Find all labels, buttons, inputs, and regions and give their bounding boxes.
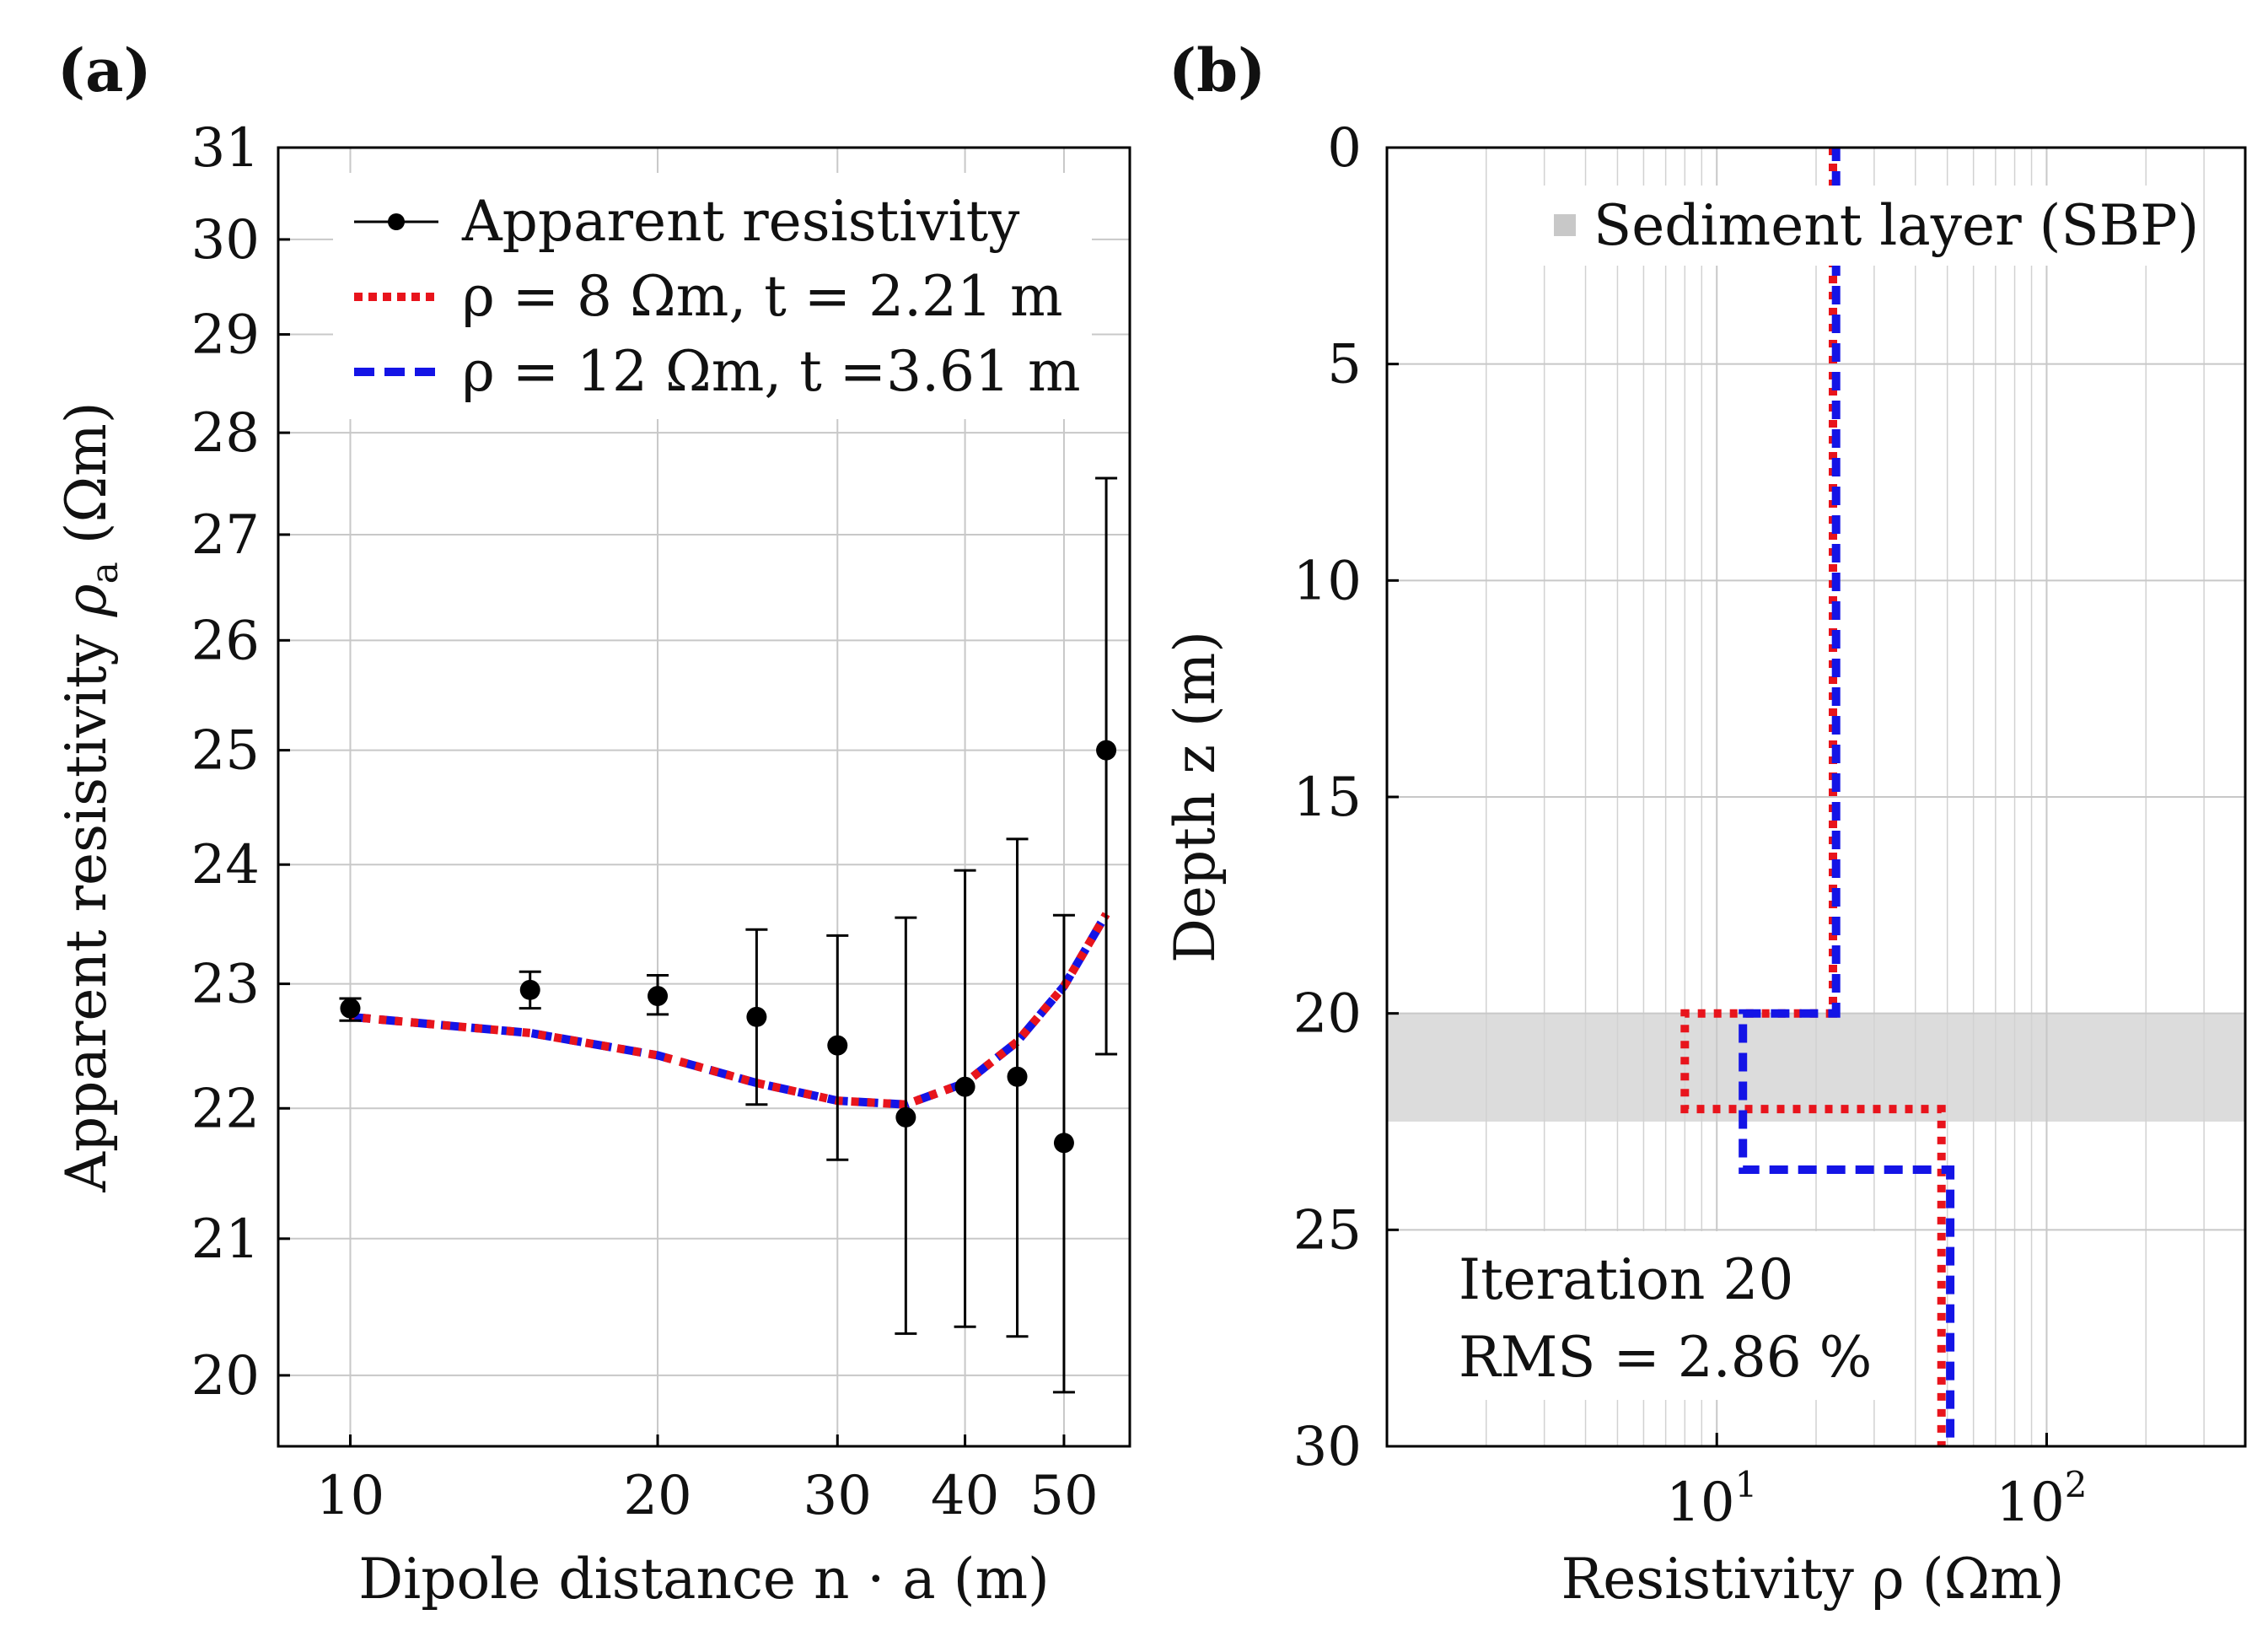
panel-b-label: (b) <box>1169 35 1266 105</box>
x-tick-label: 102 <box>1996 1464 2087 1534</box>
series-line-red <box>350 912 1110 1109</box>
x-tick-label: 40 <box>931 1465 999 1527</box>
y-tick-label: 25 <box>191 720 260 783</box>
ylabel-symbol: ρ <box>54 584 119 617</box>
data-point <box>827 1035 848 1056</box>
y-tick-label: 10 <box>1293 550 1362 612</box>
panel-a-legend: Apparent resistivity ρ = 8 Ωm, t = 2.21 … <box>333 173 1092 419</box>
y-tick-label: 21 <box>191 1208 260 1271</box>
tick-exponent: 2 <box>2065 1464 2088 1505</box>
legend-swatch-sediment <box>1554 214 1576 236</box>
y-tick-label: 22 <box>191 1078 260 1140</box>
panel-a-x-ticks: 10 20 30 40 50 <box>316 1434 1099 1527</box>
panel-a-y-axis-title: Apparent resistivity ρa (Ωm) <box>54 401 126 1192</box>
x-tick-label: 50 <box>1029 1465 1098 1527</box>
panel-b-y-ticks: 0 5 10 15 20 25 30 <box>1293 117 1399 1478</box>
panel-a-frame <box>277 146 1131 1448</box>
y-tick-label: 24 <box>191 834 260 896</box>
tick-base: 10 <box>1996 1472 2064 1534</box>
y-tick-label: 26 <box>191 610 260 672</box>
data-point <box>895 1106 916 1128</box>
panel-a-chart: 10 20 30 40 50 20 21 22 23 24 25 26 27 28 29 30 31 Appa… <box>54 117 1131 1612</box>
y-tick-label: 5 <box>1327 334 1362 396</box>
y-tick-label: 23 <box>191 954 260 1016</box>
legend-label-sediment: Sediment layer (SBP) <box>1594 193 2199 258</box>
y-tick-label: 30 <box>1293 1416 1362 1478</box>
legend-marker-apparent <box>388 213 405 230</box>
panel-b-model-profiles <box>1680 148 1955 1446</box>
ylabel-subscript: a <box>83 562 126 584</box>
data-point <box>1053 1133 1074 1154</box>
data-point <box>954 1076 975 1097</box>
panel-b-y-axis-title: Depth z (m) <box>1163 631 1228 963</box>
data-point <box>1096 740 1117 761</box>
panel-a-y-ticks: 20 21 22 23 24 25 26 27 28 29 30 31 <box>191 117 290 1407</box>
x-tick-label: 10 <box>316 1465 384 1527</box>
tick-base: 10 <box>1666 1472 1734 1534</box>
y-tick-label: 20 <box>1293 983 1362 1046</box>
y-tick-label: 20 <box>191 1345 260 1407</box>
panel-a-model-curves <box>350 912 1110 1109</box>
annotation-background <box>1450 1231 1889 1400</box>
legend-label-blue: ρ = 12 Ωm, t =3.61 m <box>462 339 1081 404</box>
panel-a-x-axis-title: Dipole distance n · a (m) <box>358 1547 1050 1612</box>
data-point <box>746 1006 767 1027</box>
y-tick-label: 28 <box>191 402 260 465</box>
panel-b-annotation: Iteration 20 RMS = 2.86 % <box>1450 1231 1889 1400</box>
y-tick-label: 30 <box>191 209 260 272</box>
iteration-text: Iteration 20 <box>1459 1247 1793 1312</box>
legend-label-red: ρ = 8 Ωm, t = 2.21 m <box>462 264 1063 329</box>
data-point <box>340 998 361 1019</box>
y-tick-label: 27 <box>191 504 260 567</box>
x-tick-label: 30 <box>803 1465 872 1527</box>
rms-text: RMS = 2.86 % <box>1459 1325 1872 1390</box>
data-point <box>519 979 540 1000</box>
panel-a-data-points <box>339 476 1118 1394</box>
y-tick-label: 15 <box>1293 767 1362 829</box>
legend-background <box>333 173 1092 419</box>
data-point <box>648 986 669 1007</box>
y-tick-label: 25 <box>1293 1199 1362 1262</box>
panel-b-x-axis-title: Resistivity ρ (Ωm) <box>1561 1547 2065 1612</box>
legend-label-apparent: Apparent resistivity <box>461 189 1020 254</box>
legend-background <box>1543 186 2201 266</box>
profile-line-blue <box>1739 148 1955 1446</box>
x-tick-label: 101 <box>1666 1464 1757 1534</box>
x-tick-label: 20 <box>623 1465 691 1527</box>
tick-exponent: 1 <box>1735 1464 1758 1505</box>
data-point <box>1007 1066 1028 1087</box>
panel-b-legend: Sediment layer (SBP) <box>1543 186 2201 266</box>
ylabel-unit: (Ωm) <box>54 401 119 562</box>
panel-b-x-ticks: 101 102 <box>1666 1433 2088 1534</box>
ylabel-main: Apparent resistivity <box>54 616 119 1192</box>
y-tick-label: 0 <box>1327 117 1362 180</box>
y-tick-label: 31 <box>191 117 260 180</box>
y-tick-label: 29 <box>191 304 260 367</box>
panel-a-label: (a) <box>57 35 152 105</box>
